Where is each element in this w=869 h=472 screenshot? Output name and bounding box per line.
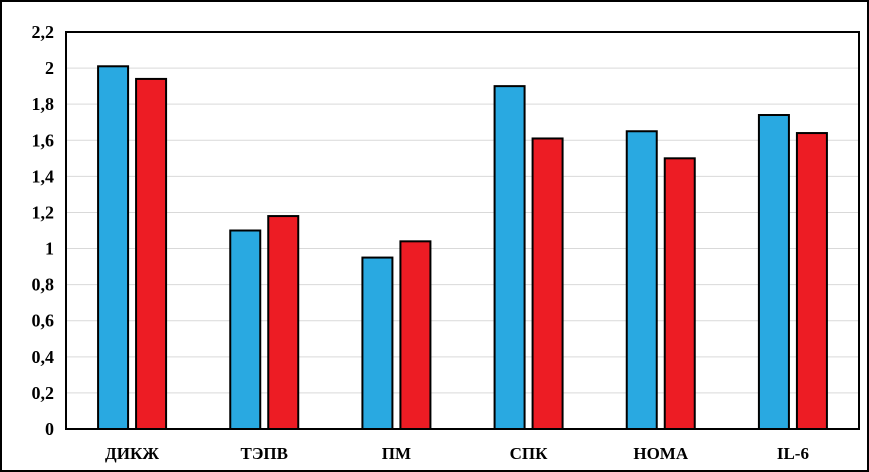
- y-tick-label: 1,6: [32, 130, 55, 150]
- x-category-label: СПК: [510, 444, 549, 463]
- x-category-label: ДИКЖ: [105, 444, 159, 463]
- bar-series-1-4: [625, 130, 658, 430]
- bar-series-1-3: [493, 85, 526, 431]
- bar-series-2-3: [531, 137, 564, 431]
- grid-lines: [66, 67, 859, 394]
- bar-series-2-1: [267, 215, 300, 430]
- bars: [97, 65, 828, 431]
- bar-series-2-4: [663, 157, 696, 430]
- x-category-label: HOMA: [633, 444, 688, 463]
- y-tick-label: 1,4: [32, 166, 55, 186]
- x-category-label: ПМ: [382, 444, 411, 463]
- bar-series-1-1: [229, 229, 262, 430]
- y-tick-label: 1,2: [32, 202, 55, 222]
- bar-series-2-2: [399, 240, 432, 430]
- x-axis-category-labels: ДИКЖ ТЭПВ ПМ СПК HOMA IL-6: [105, 444, 809, 463]
- bar-series-2-5: [795, 132, 828, 431]
- bar-series-1-5: [757, 114, 790, 430]
- plot-area-border: [65, 31, 860, 430]
- y-tick-label: 0,2: [32, 383, 55, 403]
- x-category-label: ТЭПВ: [241, 444, 288, 463]
- y-tick-label: 2,2: [32, 22, 55, 42]
- y-tick-label: 0,6: [32, 311, 55, 331]
- bar-series-2-0: [135, 77, 168, 430]
- y-tick-label: 2: [45, 58, 54, 78]
- y-tick-label: 0: [45, 419, 54, 439]
- y-tick-label: 1,8: [32, 94, 55, 114]
- y-tick-label: 1: [45, 239, 54, 259]
- y-tick-label: 0,8: [32, 275, 55, 295]
- x-category-label: IL-6: [777, 444, 809, 463]
- bar-series-1-0: [97, 65, 130, 430]
- y-tick-label: 0,4: [32, 347, 55, 367]
- y-axis-tick-labels: 0 0,2 0,4 0,6 0,8 1 1,2 1,4 1,6 1,8 2 2,2: [32, 22, 55, 439]
- bar-series-1-2: [361, 256, 394, 430]
